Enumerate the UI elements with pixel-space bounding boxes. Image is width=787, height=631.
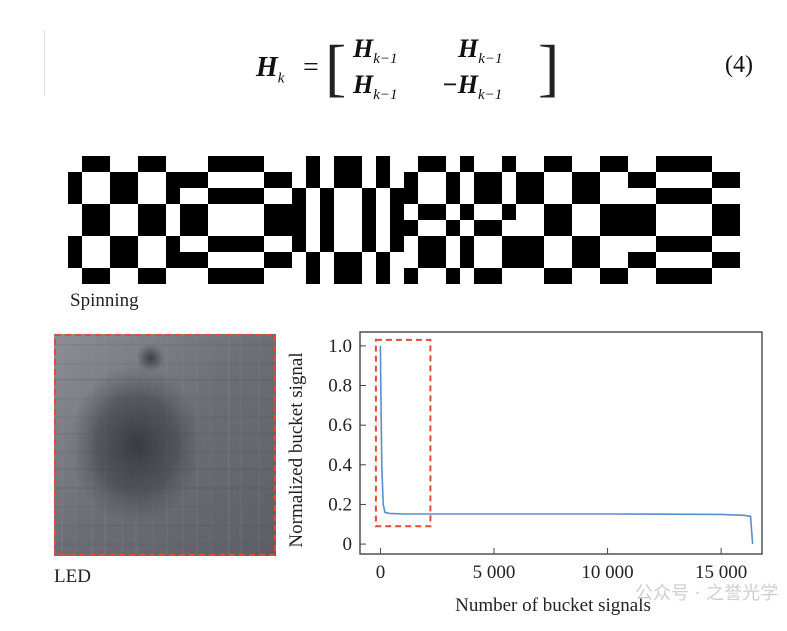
equation-block: Hk = [ Hk−1 Hk−1 Hk−1 −Hk−1 ] (220, 28, 620, 108)
matrix-cell-r0c0: Hk−1 (353, 34, 398, 68)
left-bracket: [ (325, 32, 347, 103)
x-axis-label: Number of bucket signals (455, 595, 651, 616)
x-tick-label: 10 000 (581, 562, 633, 583)
x-tick-label: 15 000 (695, 562, 747, 583)
led-highlight-box (54, 334, 276, 556)
y-tick-label: 0.2 (328, 494, 352, 515)
equation-lhs: Hk (256, 52, 285, 87)
right-bracket: ] (538, 32, 560, 103)
bucket-signal-chart: 0 0.2 0.4 0.6 0.8 1.0 0 5 000 10 000 15 000 Norma… (286, 331, 778, 616)
matrix-cell-r0c1: Hk−1 (458, 34, 503, 68)
x-tick-label: 5 000 (473, 562, 516, 583)
matrix-cell-r1c1: −Hk−1 (442, 70, 503, 104)
pattern-cells (68, 156, 740, 284)
y-axis-label: Normalized bucket signal (286, 352, 307, 547)
equals-sign: = (303, 52, 319, 83)
hadamard-pattern-strip (68, 156, 740, 284)
y-tick-label: 1.0 (328, 336, 352, 357)
y-tick-label: 0.4 (328, 455, 352, 476)
chart-highlight-box (374, 338, 432, 528)
y-tick-label: 0.6 (328, 415, 352, 436)
series-line-bucket-signal (379, 345, 754, 545)
plot-frame (359, 331, 763, 555)
led-caption: LED (54, 566, 91, 587)
equation-number: (4) (725, 52, 753, 78)
left-margin-rule (44, 30, 45, 96)
y-tick-label: 0.8 (328, 376, 352, 397)
matrix-cell-r1c0: Hk−1 (353, 70, 398, 104)
y-tick-label: 0 (343, 534, 353, 555)
led-reconstruction-image (54, 334, 276, 556)
pattern-caption: Spinning (70, 290, 139, 311)
watermark: 公众号 · 之誉光学 (635, 583, 778, 604)
x-tick-label: 0 (376, 562, 386, 583)
